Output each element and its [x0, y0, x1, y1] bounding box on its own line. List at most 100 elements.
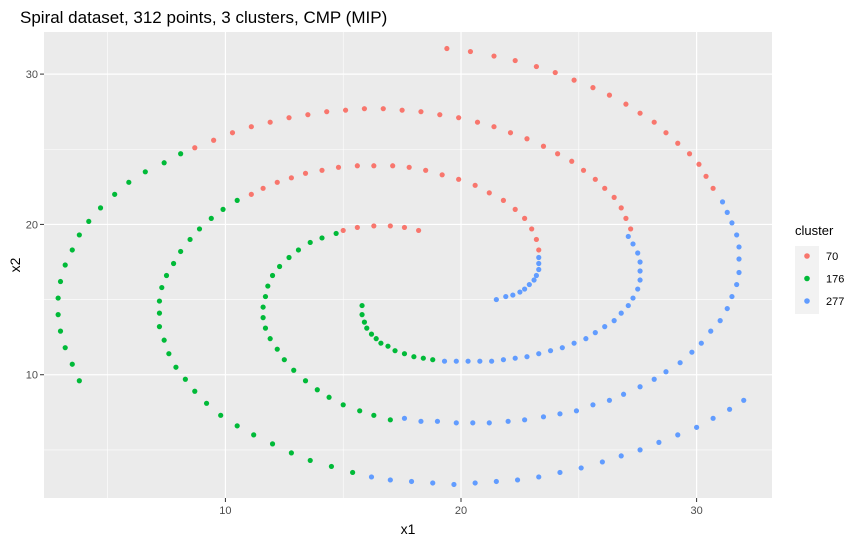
data-point: [112, 191, 118, 197]
data-point: [637, 384, 643, 390]
data-point: [472, 182, 478, 188]
data-point: [387, 477, 393, 483]
data-point: [453, 358, 459, 364]
data-point: [262, 293, 269, 300]
data-point: [178, 151, 184, 157]
data-point: [741, 397, 747, 403]
data-point: [373, 336, 379, 342]
data-point: [340, 402, 346, 408]
data-point: [159, 284, 165, 291]
data-point: [637, 447, 643, 453]
data-point: [533, 63, 540, 70]
data-point: [522, 215, 528, 221]
data-point: [726, 406, 733, 412]
y-axis-ticks: 10 20 30: [26, 69, 44, 382]
data-point: [505, 418, 511, 424]
y-tick-label: 10: [26, 370, 38, 382]
data-point: [267, 119, 273, 125]
data-point: [441, 358, 448, 364]
data-point: [637, 277, 643, 283]
data-point: [698, 340, 704, 346]
data-point: [350, 469, 356, 476]
data-point: [630, 241, 636, 247]
data-point: [260, 304, 266, 310]
data-point: [656, 439, 662, 445]
data-point: [592, 176, 598, 182]
data-point: [533, 236, 540, 243]
data-point: [571, 77, 577, 83]
data-point: [611, 318, 617, 324]
data-point: [335, 164, 342, 170]
data-point: [710, 415, 716, 421]
data-point: [211, 137, 217, 143]
data-point: [166, 351, 172, 357]
data-point: [218, 412, 224, 418]
data-point: [531, 277, 537, 283]
data-point: [333, 230, 339, 237]
data-point: [354, 163, 360, 169]
data-point: [302, 170, 309, 176]
data-point: [512, 355, 518, 361]
data-point: [547, 348, 554, 354]
x-axis-label: x1: [401, 521, 416, 537]
data-point: [486, 190, 492, 196]
data-point: [592, 330, 598, 336]
data-point: [371, 412, 377, 418]
data-point: [392, 348, 398, 354]
data-point: [420, 355, 426, 361]
data-point: [602, 185, 608, 191]
data-point: [161, 160, 167, 166]
data-point: [524, 354, 530, 360]
data-point: [578, 465, 584, 471]
data-point: [178, 248, 184, 255]
data-point: [281, 357, 287, 363]
data-point: [192, 388, 198, 394]
data-point: [491, 124, 497, 130]
data-point: [486, 420, 492, 426]
series-70: [192, 45, 716, 253]
data-point: [361, 106, 368, 112]
data-point: [540, 143, 547, 149]
data-point: [251, 432, 257, 438]
data-point: [234, 423, 240, 429]
major-gridlines: [44, 32, 772, 498]
data-point: [340, 227, 346, 234]
chart-title: Spiral dataset, 312 points, 3 clusters, …: [20, 8, 387, 27]
series-176: [55, 151, 436, 476]
data-point: [156, 298, 163, 304]
data-point: [628, 226, 634, 232]
data-point: [307, 239, 313, 246]
data-point: [378, 340, 384, 346]
data-point: [423, 167, 429, 173]
data-point: [477, 358, 483, 364]
data-point: [286, 115, 292, 121]
data-point: [512, 206, 518, 212]
data-point: [456, 115, 462, 121]
data-point: [729, 293, 735, 300]
data-point: [724, 305, 730, 312]
data-point: [286, 254, 292, 261]
data-point: [265, 283, 271, 289]
data-point: [467, 48, 474, 55]
data-point: [203, 400, 210, 406]
data-point: [512, 57, 518, 64]
data-point: [630, 295, 636, 301]
series-277: [368, 199, 747, 488]
data-point: [229, 130, 236, 136]
legend-key-176: [804, 275, 810, 282]
data-point: [156, 310, 163, 316]
data-point: [170, 260, 177, 267]
data-point: [536, 351, 542, 357]
data-point: [368, 474, 375, 480]
x-tick-label: 30: [690, 505, 702, 517]
data-point: [456, 176, 462, 182]
data-point: [371, 163, 377, 169]
legend-key-70: [804, 253, 810, 259]
data-point: [500, 197, 507, 203]
data-point: [262, 325, 269, 331]
data-point: [717, 318, 723, 324]
data-point: [583, 336, 589, 342]
data-points: [55, 45, 747, 488]
data-point: [694, 424, 700, 430]
